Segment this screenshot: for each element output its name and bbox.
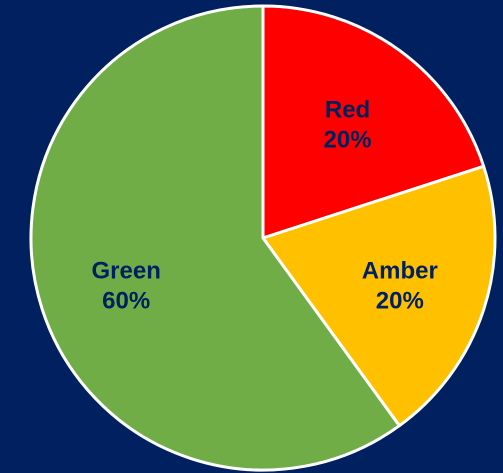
slices-layer [29, 4, 497, 472]
slice-value-label: 60% [102, 287, 150, 314]
slice-category-label: Amber [362, 257, 438, 284]
slice-category-label: Green [92, 257, 161, 284]
slice-label-amber: Amber 20% [362, 257, 438, 314]
labels-layer: Red 20% Amber 20% Green 60% [92, 97, 438, 315]
pie-slice-amber [261, 164, 497, 428]
slice-label-red: Red 20% [324, 97, 372, 154]
pie-slice-red [261, 4, 486, 240]
slice-label-green: Green 60% [92, 257, 161, 314]
slice-category-label: Red [325, 97, 370, 124]
pie-slice-green [29, 4, 401, 472]
slice-value-label: 20% [324, 127, 372, 154]
slice-value-label: 20% [376, 287, 424, 314]
